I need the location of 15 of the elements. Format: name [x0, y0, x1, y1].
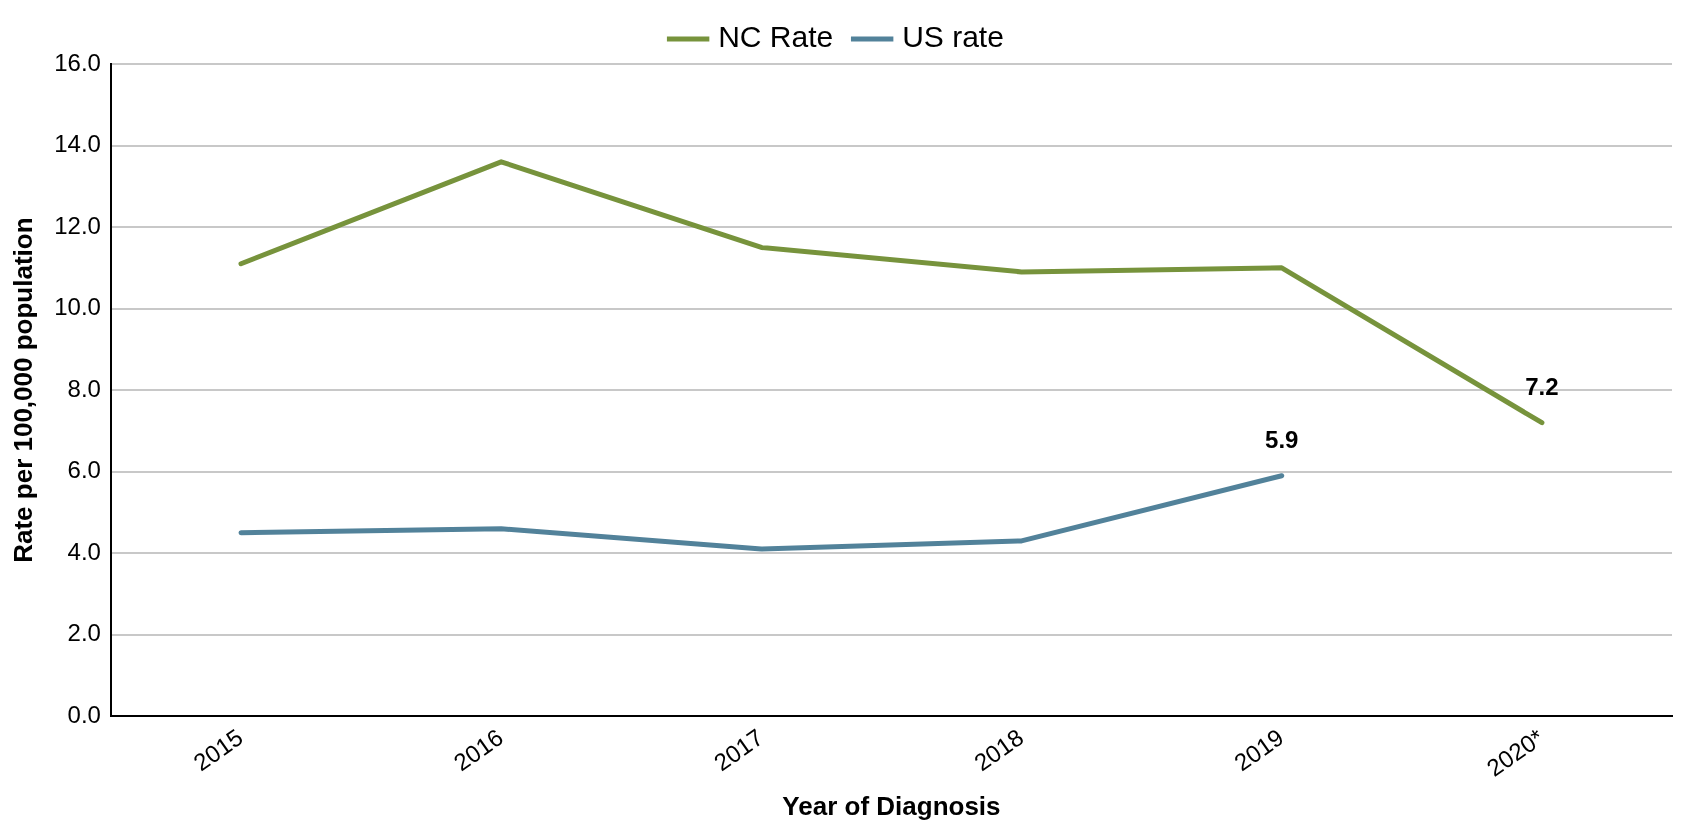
- x-axis-title: Year of Diagnosis: [782, 790, 1001, 821]
- y-tick-label: 14.0: [54, 130, 101, 158]
- y-tick-label: 10.0: [54, 293, 101, 321]
- data-label: 7.2: [1525, 373, 1559, 401]
- y-tick-label: 6.0: [67, 456, 101, 484]
- y-tick-label: 12.0: [54, 211, 101, 239]
- data-label: 5.9: [1265, 426, 1299, 454]
- y-tick-label: 16.0: [54, 48, 101, 76]
- legend-label: US rate: [902, 20, 1004, 54]
- legend-label: NC Rate: [718, 20, 834, 54]
- y-tick-label: 2.0: [67, 619, 101, 647]
- y-tick-label: 0.0: [67, 700, 101, 728]
- y-axis-title: Rate per 100,000 population: [7, 217, 38, 563]
- y-tick-label: 8.0: [67, 374, 101, 402]
- y-tick-label: 4.0: [67, 537, 101, 565]
